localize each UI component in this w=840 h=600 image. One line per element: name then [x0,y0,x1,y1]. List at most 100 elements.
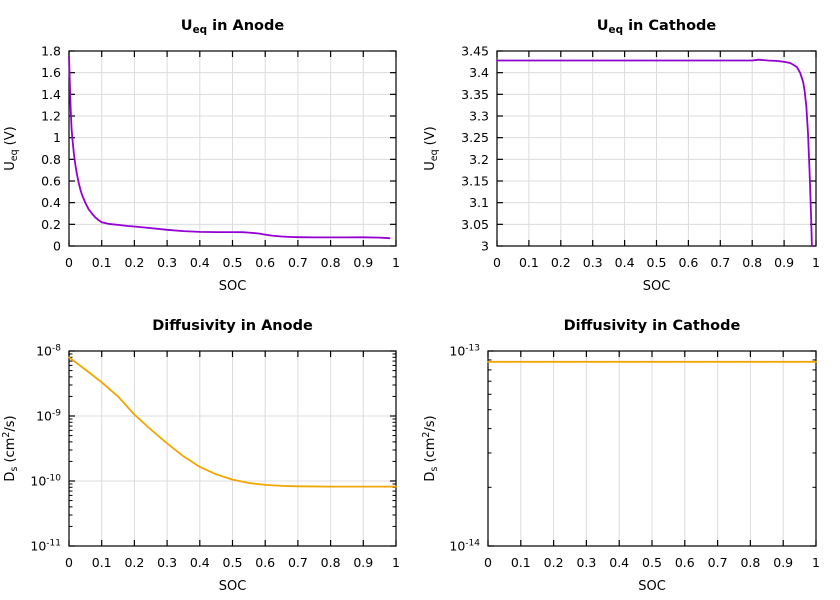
svg-text:0.5: 0.5 [642,555,662,570]
svg-text:1: 1 [812,255,820,270]
svg-text:0.7: 0.7 [288,255,308,270]
svg-text:10-14: 10-14 [449,539,480,554]
svg-text:0.1: 0.1 [92,555,112,570]
chart-title: Ueq in Cathode [597,18,717,36]
x-tick-labels: 0 0.1 0.2 0.3 0.4 0.5 0.6 0.7 0.8 0.9 1 [484,555,820,570]
svg-text:0.8: 0.8 [41,152,61,167]
svg-text:3.2: 3.2 [469,152,489,167]
svg-text:0.8: 0.8 [321,255,341,270]
svg-text:3.45: 3.45 [461,44,489,59]
svg-text:0.2: 0.2 [124,555,144,570]
ueq-cathode-chart: 0 0.1 0.2 0.3 0.4 0.5 0.6 0.7 0.8 0.9 1 3 3.05 3.1 3.1… [423,18,820,294]
data-curve [496,58,813,247]
x-axis-label: SOC [219,579,247,594]
y-axis-label: Ueq (V) [3,126,20,170]
svg-text:0.2: 0.2 [41,217,61,232]
svg-text:0.7: 0.7 [710,255,730,270]
svg-text:1: 1 [392,555,400,570]
svg-text:0.5: 0.5 [647,255,667,270]
y-axis-label: Ueq (V) [423,126,440,170]
svg-text:3: 3 [481,239,489,254]
svg-text:3.1: 3.1 [469,195,489,210]
svg-text:0.6: 0.6 [678,255,698,270]
gridlines [68,50,397,247]
gridlines [68,350,397,547]
svg-text:0.4: 0.4 [41,195,61,210]
svg-text:0.8: 0.8 [742,255,762,270]
gridlines [496,50,817,247]
svg-text:0.1: 0.1 [511,555,531,570]
svg-text:0.9: 0.9 [774,255,794,270]
svg-text:0: 0 [65,555,73,570]
x-tick-labels: 0 0.1 0.2 0.3 0.4 0.5 0.6 0.7 0.8 0.9 1 [65,555,400,570]
svg-text:1.8: 1.8 [41,44,61,59]
svg-text:0.5: 0.5 [223,555,243,570]
svg-text:0: 0 [65,255,73,270]
svg-text:0.5: 0.5 [223,255,243,270]
svg-text:0.8: 0.8 [321,555,341,570]
plot-border [487,350,817,547]
svg-text:0.2: 0.2 [551,255,571,270]
svg-text:0.9: 0.9 [353,555,373,570]
svg-text:0: 0 [484,555,492,570]
svg-text:0.3: 0.3 [157,555,177,570]
axis-ticks [496,50,817,247]
chart-title: Ueq in Anode [181,18,285,36]
svg-text:0.1: 0.1 [519,255,539,270]
chart-cell-ueq-anode: 0 0.1 0.2 0.3 0.4 0.5 0.6 0.7 0.8 0.9 1 0 0.2 0.4 0.6 0… [0,0,420,300]
svg-text:0.7: 0.7 [708,555,728,570]
svg-text:10-10: 10-10 [30,474,61,489]
svg-text:0.2: 0.2 [544,555,564,570]
svg-text:3.4: 3.4 [469,65,489,80]
svg-text:10-11: 10-11 [30,539,61,554]
svg-text:0.4: 0.4 [190,555,210,570]
svg-text:3.3: 3.3 [469,109,489,124]
svg-text:0.6: 0.6 [675,555,695,570]
svg-text:10-8: 10-8 [36,344,61,359]
svg-text:10-13: 10-13 [449,344,480,359]
svg-text:0.3: 0.3 [583,255,603,270]
chart-title: Diffusivity in Cathode [564,318,741,334]
y-axis-label: Ds (cm2/s) [421,415,440,481]
svg-text:3.25: 3.25 [461,130,489,145]
svg-text:0.4: 0.4 [190,255,210,270]
svg-text:1.4: 1.4 [41,87,61,102]
chart-cell-diffusivity-cathode: 0 0.1 0.2 0.3 0.4 0.5 0.6 0.7 0.8 0.9 1 10-14 10-13 D… [420,300,840,600]
svg-text:1.2: 1.2 [41,109,61,124]
svg-text:0.4: 0.4 [609,555,629,570]
plot-border [68,350,397,547]
diffusivity-anode-chart: 0 0.1 0.2 0.3 0.4 0.5 0.6 0.7 0.8 0.9 1 10-11 10-10 1… [1,318,400,594]
x-tick-labels: 0 0.1 0.2 0.3 0.4 0.5 0.6 0.7 0.8 0.9 1 [493,255,820,270]
y-tick-labels: 10-14 10-13 [449,344,480,554]
svg-text:3.35: 3.35 [461,87,489,102]
svg-text:0.7: 0.7 [288,555,308,570]
svg-text:0: 0 [53,239,61,254]
svg-text:0.6: 0.6 [41,174,61,189]
svg-text:0.6: 0.6 [255,255,275,270]
svg-text:0.8: 0.8 [740,555,760,570]
svg-text:3.15: 3.15 [461,174,489,189]
svg-text:0.3: 0.3 [576,555,596,570]
x-axis-label: SOC [643,279,671,294]
data-curve [68,356,397,488]
x-axis-label: SOC [219,279,247,294]
svg-text:0.6: 0.6 [255,555,275,570]
svg-text:0.2: 0.2 [124,255,144,270]
svg-text:0.3: 0.3 [157,255,177,270]
svg-text:1: 1 [53,130,61,145]
chart-title: Diffusivity in Anode [152,318,313,334]
svg-text:0.1: 0.1 [92,255,112,270]
x-axis-label: SOC [638,579,666,594]
chart-cell-diffusivity-anode: 0 0.1 0.2 0.3 0.4 0.5 0.6 0.7 0.8 0.9 1 10-11 10-10 1… [0,300,420,600]
svg-text:1.6: 1.6 [41,65,61,80]
data-curve [68,55,391,240]
diffusivity-cathode-chart: 0 0.1 0.2 0.3 0.4 0.5 0.6 0.7 0.8 0.9 1 10-14 10-13 D… [421,318,820,594]
y-tick-labels: 10-11 10-10 10-9 10-8 [30,344,61,554]
y-tick-labels: 0 0.2 0.4 0.6 0.8 1 1.2 1.4 1.6 1.8 [41,44,61,254]
plot-border [68,50,397,247]
x-tick-labels: 0 0.1 0.2 0.3 0.4 0.5 0.6 0.7 0.8 0.9 1 [65,255,400,270]
svg-text:0.9: 0.9 [353,255,373,270]
svg-text:1: 1 [392,255,400,270]
y-tick-labels: 3 3.05 3.1 3.15 3.2 3.25 3.3 3.35 3.4 3.45 [461,44,489,254]
